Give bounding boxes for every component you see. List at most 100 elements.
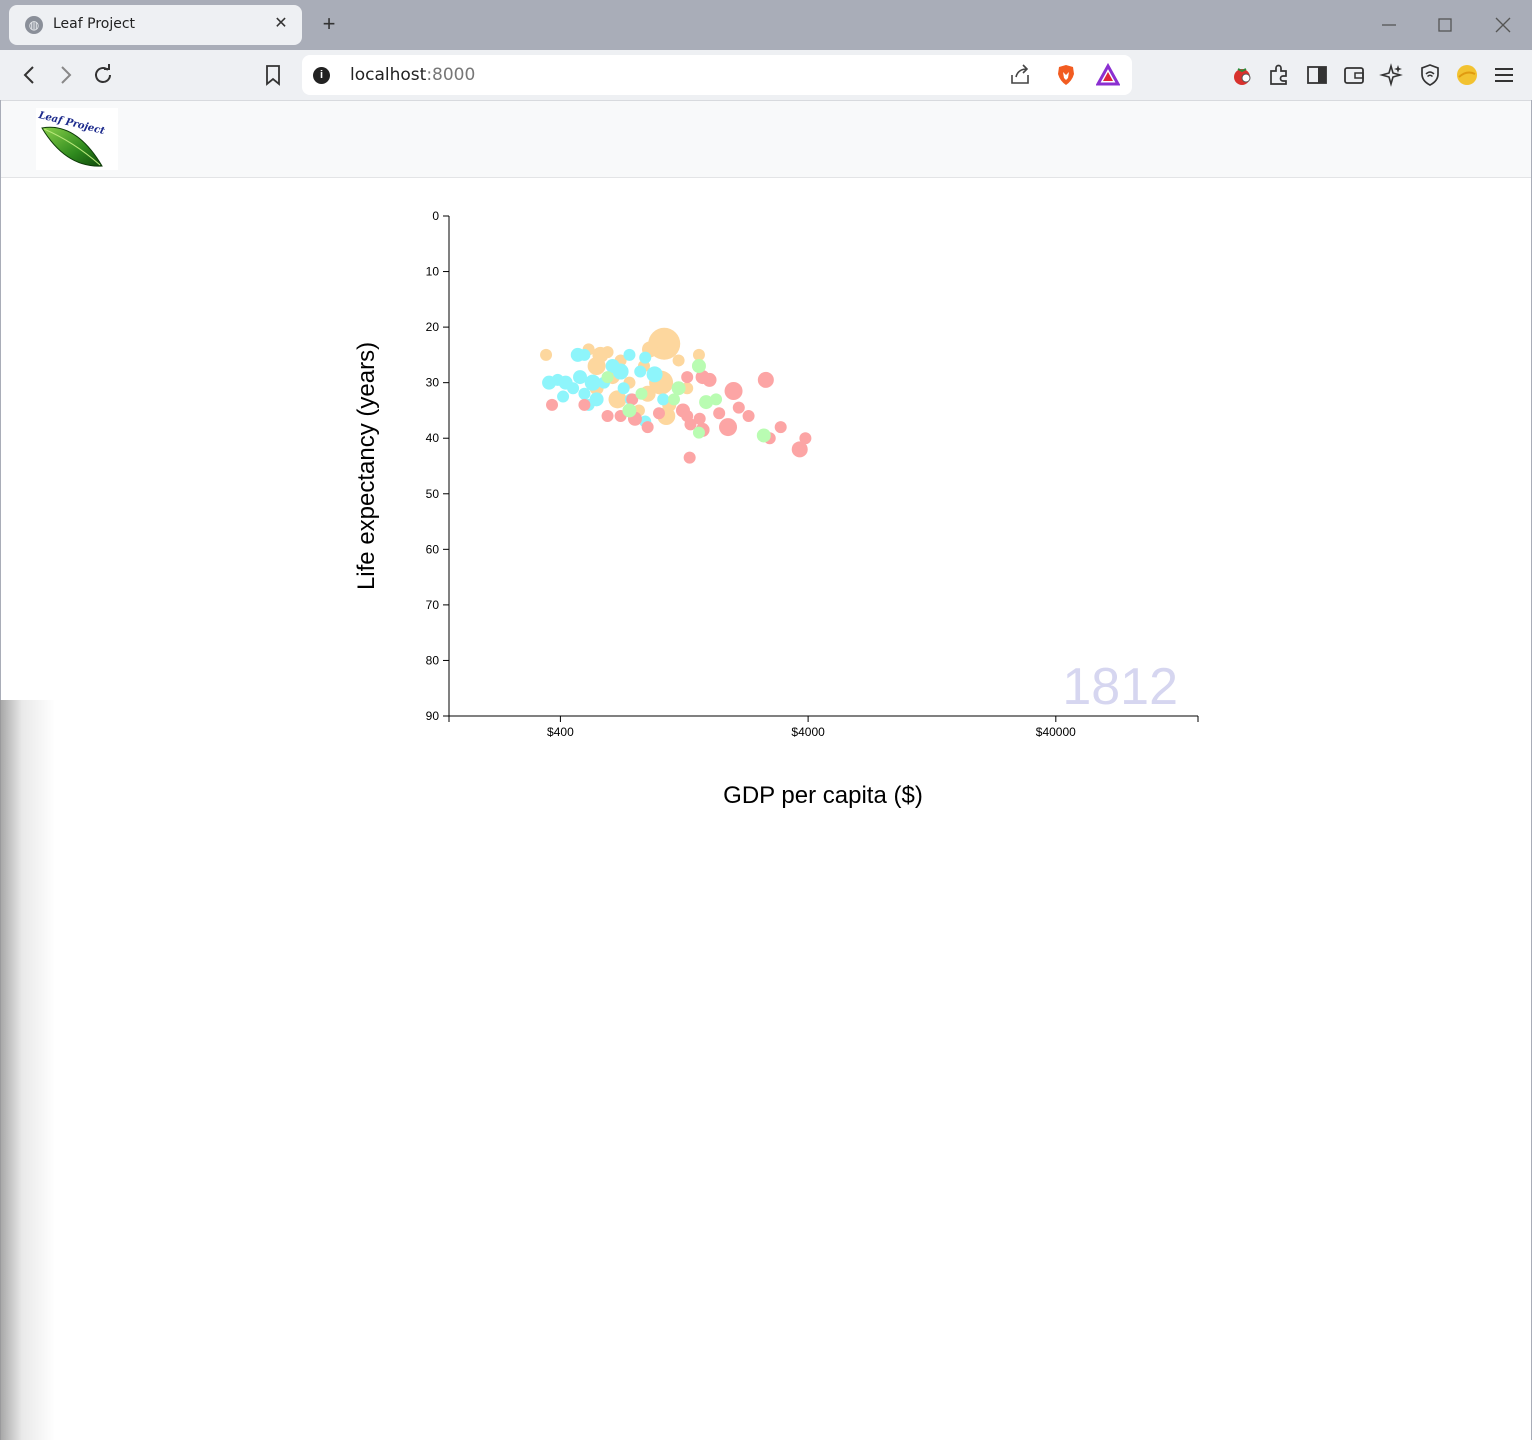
tab-title: Leaf Project: [53, 16, 136, 32]
data-point[interactable]: [692, 426, 705, 439]
data-point[interactable]: [584, 374, 601, 391]
y-axis: 0 10 20 30 40 50 60 70 80 90: [426, 209, 450, 723]
data-point[interactable]: [557, 390, 570, 403]
data-point[interactable]: [578, 398, 591, 411]
url-host: localhost: [350, 65, 427, 85]
data-point[interactable]: [691, 359, 706, 373]
data-point[interactable]: [799, 432, 812, 445]
data-point[interactable]: [634, 365, 647, 378]
x-axis-label: GDP per capita ($): [723, 782, 923, 809]
tomato-extension-icon[interactable]: [1229, 62, 1255, 88]
data-point[interactable]: [719, 418, 738, 437]
forward-icon[interactable]: [51, 60, 81, 90]
data-point[interactable]: [681, 371, 694, 384]
data-point[interactable]: [692, 348, 705, 361]
minimize-icon[interactable]: [1374, 10, 1404, 40]
data-point[interactable]: [546, 398, 559, 411]
menu-hamburger-icon[interactable]: [1491, 62, 1517, 88]
maximize-icon[interactable]: [1430, 10, 1460, 40]
leaf-logo-icon: [41, 126, 103, 167]
site-info-icon[interactable]: i: [313, 67, 330, 84]
wallet-icon[interactable]: [1341, 62, 1367, 88]
data-point[interactable]: [791, 441, 808, 458]
data-point[interactable]: [646, 366, 663, 383]
data-point[interactable]: [639, 351, 652, 364]
url-text[interactable]: localhost:8000: [350, 65, 475, 85]
leaf-project-logo[interactable]: Leaf Project: [36, 108, 118, 170]
tab-close-icon[interactable]: ✕: [274, 15, 288, 32]
data-point[interactable]: [683, 451, 696, 464]
data-point[interactable]: [587, 357, 606, 375]
url-port: :8000: [426, 65, 476, 85]
y-tick: 70: [426, 598, 449, 612]
data-point[interactable]: [573, 370, 588, 385]
data-point[interactable]: [671, 381, 686, 396]
data-point[interactable]: [710, 393, 723, 406]
data-point[interactable]: [567, 382, 580, 395]
vpn-shield-icon[interactable]: [1417, 62, 1443, 88]
data-point[interactable]: [608, 390, 627, 409]
address-bar[interactable]: i localhost:8000: [302, 55, 1132, 95]
y-tick: 50: [426, 487, 449, 501]
leo-ai-icon[interactable]: [1379, 62, 1405, 88]
profile-avatar-icon[interactable]: [1454, 62, 1480, 88]
page-header: Leaf Project: [1, 101, 1531, 178]
brave-rewards-icon[interactable]: [1095, 62, 1121, 87]
data-point[interactable]: [732, 401, 745, 414]
data-point[interactable]: [601, 410, 614, 422]
data-point[interactable]: [578, 348, 591, 361]
data-point[interactable]: [612, 363, 629, 380]
data-point[interactable]: [693, 412, 706, 425]
y-tick: 60: [426, 542, 449, 556]
y-tick: 20: [426, 320, 449, 334]
data-point[interactable]: [601, 371, 614, 384]
data-point[interactable]: [702, 372, 717, 387]
data-point[interactable]: [774, 421, 787, 434]
data-point[interactable]: [635, 387, 648, 400]
data-point[interactable]: [756, 428, 771, 443]
data-point[interactable]: [601, 346, 614, 359]
y-tick: 90: [426, 709, 449, 723]
close-window-icon[interactable]: [1488, 10, 1518, 40]
data-point[interactable]: [757, 371, 774, 388]
data-point[interactable]: [623, 348, 636, 361]
data-point[interactable]: [641, 421, 654, 434]
data-point[interactable]: [540, 348, 553, 361]
back-icon[interactable]: [14, 60, 44, 90]
data-point[interactable]: [724, 382, 743, 400]
data-point[interactable]: [657, 393, 670, 406]
x-axis: $400 $4000 $40000: [448, 715, 1199, 739]
browser-tab[interactable]: ◍ Leaf Project ✕: [9, 5, 302, 45]
y-tick: 30: [426, 376, 449, 390]
brave-shields-icon[interactable]: [1054, 63, 1078, 87]
data-point[interactable]: [652, 407, 665, 420]
sidebar-toggle-icon[interactable]: [1304, 62, 1330, 88]
data-point[interactable]: [699, 395, 714, 410]
data-point[interactable]: [713, 407, 726, 420]
x-tick: $400: [547, 716, 574, 739]
data-point[interactable]: [668, 393, 681, 406]
data-point[interactable]: [578, 387, 591, 400]
y-tick: 80: [426, 653, 449, 667]
browser-toolbar: i localhost:8000: [0, 50, 1532, 101]
data-point[interactable]: [617, 382, 630, 395]
extensions-puzzle-icon[interactable]: [1266, 62, 1292, 88]
x-tick-label: $400: [547, 725, 574, 739]
data-point[interactable]: [622, 403, 637, 418]
y-tick-label: 90: [426, 709, 440, 723]
y-tick: 0: [432, 209, 449, 223]
data-point[interactable]: [626, 393, 639, 406]
bookmark-icon[interactable]: [258, 60, 288, 90]
new-tab-button[interactable]: +: [322, 11, 336, 36]
y-tick-label: 30: [426, 376, 440, 390]
data-point[interactable]: [672, 354, 685, 367]
data-points: [540, 327, 812, 464]
year-label: 1812: [1062, 658, 1178, 716]
data-point[interactable]: [742, 410, 755, 422]
y-tick-label: 0: [432, 209, 439, 223]
y-tick-label: 80: [426, 653, 440, 667]
share-icon[interactable]: [1008, 63, 1032, 87]
reload-icon[interactable]: [88, 60, 118, 90]
data-point[interactable]: [681, 410, 694, 422]
